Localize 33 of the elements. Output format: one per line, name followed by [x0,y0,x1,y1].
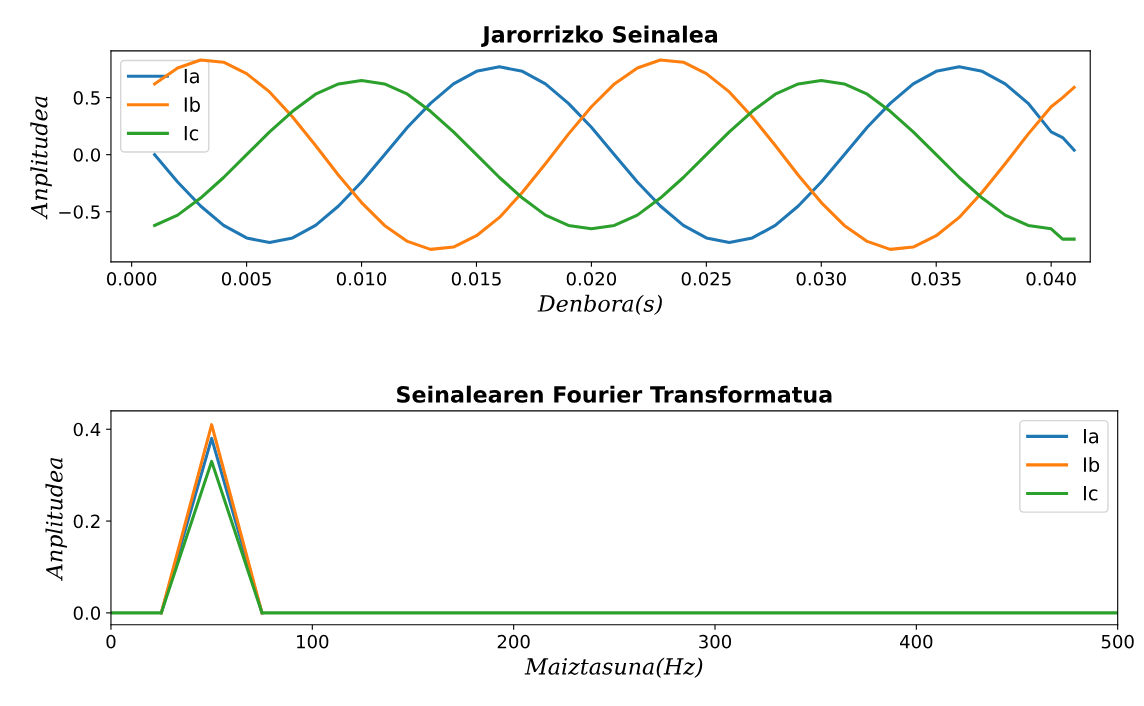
legend-label: Ic [1084,486,1098,501]
x-tick-label: 0.010 [336,271,387,286]
legend-label: Ia [1084,428,1098,444]
x-tick-label: 0.025 [681,271,731,286]
legend-label: Ib [184,96,200,112]
x-tick-label: 0.040 [1026,271,1076,286]
chart-title: Seinalearen Fourier Transformatua [397,385,832,403]
x-tick-label: 100 [297,634,329,649]
x-tick-label: 400 [900,634,933,649]
y-axis-title: Anplitudea [45,458,67,581]
x-tick-label: 500 [1101,634,1134,649]
x-tick-label: 0.035 [911,271,961,286]
x-axis-title: Denbora(s) [537,294,662,316]
y-tick-label: 0.4 [73,422,101,437]
legend-label: Ic [184,126,199,141]
y-tick-label: 0.5 [73,91,100,105]
x-tick-label: 0 [106,634,116,649]
x-tick-label: 0.005 [221,271,271,286]
legend-label: Ia [184,68,199,84]
y-tick-label: 0.0 [73,606,101,620]
x-tick-label: 0.030 [796,271,846,286]
y-tick-label: −0.5 [59,205,100,219]
x-tick-label: 0.015 [451,271,501,286]
x-tick-label: 200 [497,634,530,649]
y-axis-title: Anplitudea [30,96,52,220]
chart-title: Jarorrizko Seinalea [481,25,718,47]
y-tick-label: 0.0 [73,148,101,162]
x-tick-label: 0.020 [566,271,617,286]
x-tick-label: 300 [699,634,732,649]
y-tick-label: 0.2 [73,514,100,529]
x-axis-title: Maiztasuna(Hz) [524,657,703,678]
x-tick-label: 0.000 [107,271,157,286]
legend-label: Ib [1084,456,1100,472]
